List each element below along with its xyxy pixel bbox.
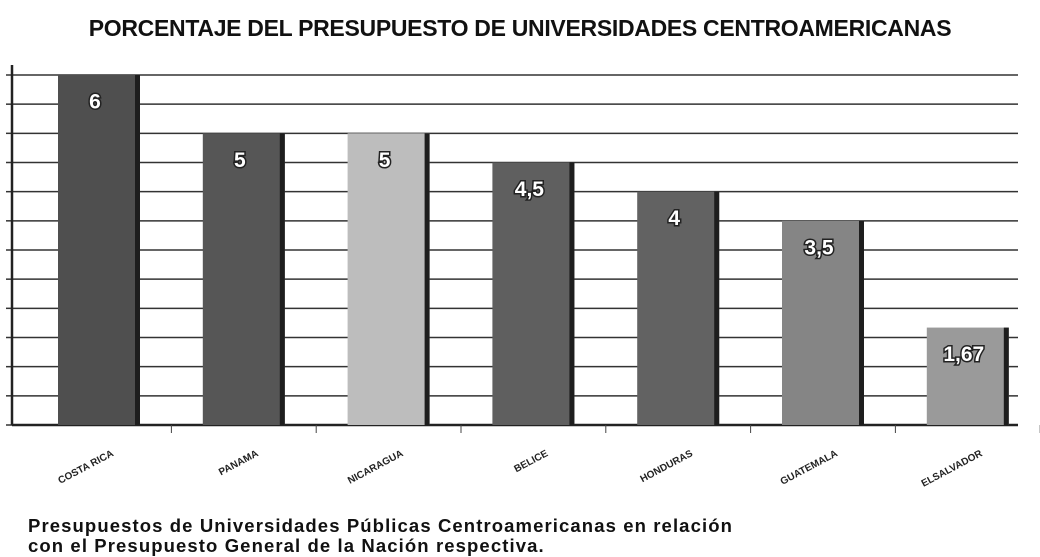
x-tick-label: GUATEMALA bbox=[779, 448, 840, 487]
bar bbox=[926, 327, 1009, 425]
bar-edge bbox=[714, 191, 720, 425]
bar bbox=[492, 162, 575, 425]
value-label: 5 bbox=[379, 149, 391, 172]
caption: Presupuestos de Universidades Públicas C… bbox=[28, 515, 733, 536]
bar bbox=[347, 133, 430, 426]
value-label: 5 bbox=[234, 149, 246, 172]
bar-edge bbox=[569, 162, 575, 425]
bar-edge bbox=[424, 133, 430, 426]
x-tick-label: NICARAGUA bbox=[346, 448, 405, 486]
bar-edge bbox=[1003, 327, 1009, 425]
x-tick-label: BELICE bbox=[513, 448, 551, 475]
x-tick-label: COSTA RICA bbox=[57, 448, 116, 486]
bar-edge bbox=[135, 75, 140, 425]
x-tick-label: HONDURAS bbox=[639, 448, 695, 485]
x-tick-label: ELSALVADOR bbox=[920, 448, 985, 490]
value-label: 3,5 bbox=[804, 236, 834, 259]
bar-edge bbox=[279, 133, 285, 426]
value-label: 6 bbox=[89, 91, 101, 114]
chart-title: PORCENTAJE DEL PRESUPUESTO DE UNIVERSIDA… bbox=[89, 15, 952, 41]
value-label: 4 bbox=[668, 207, 680, 230]
bar bbox=[782, 220, 864, 425]
bar-edge bbox=[859, 220, 864, 425]
bar bbox=[637, 191, 720, 425]
value-label: 4,5 bbox=[515, 178, 545, 201]
x-tick-label: PANAMA bbox=[217, 448, 260, 478]
bar bbox=[202, 133, 285, 426]
value-label: 1,67 bbox=[943, 343, 984, 366]
bar bbox=[58, 75, 140, 425]
caption: con el Presupuesto General de la Nación … bbox=[28, 535, 545, 556]
